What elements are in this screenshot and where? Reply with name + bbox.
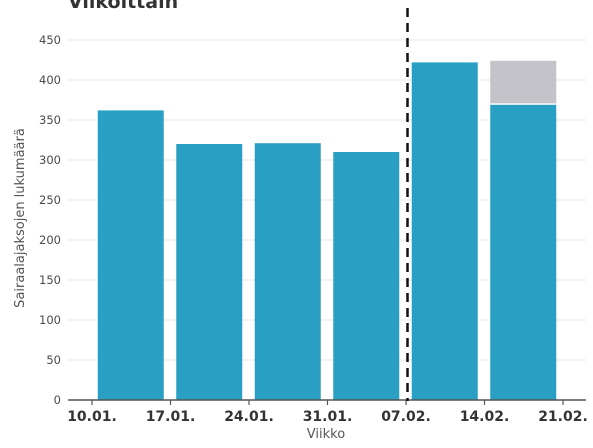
y-tick-label: 250 xyxy=(39,193,61,207)
x-tick-label: 24.01. xyxy=(224,409,274,425)
x-axis-label: Viikko xyxy=(307,427,345,442)
y-tick-label: 300 xyxy=(39,153,61,167)
y-axis-label: Sairaalajaksojen lukumäärä xyxy=(13,128,28,308)
bar-14.02.-s0 xyxy=(490,104,557,401)
y-tick-label: 350 xyxy=(39,113,61,127)
x-tick-label: 17.01. xyxy=(146,409,196,425)
axes: 0 50 100 150 200 250 300 350 400 450 10.01. 17.01. 2… xyxy=(39,33,588,425)
bar-14.02.-s1 xyxy=(490,60,557,104)
bar-31.01.-s0 xyxy=(333,152,400,400)
x-tick-label: 14.02. xyxy=(460,409,510,425)
bar-07.02.-s0 xyxy=(411,62,478,401)
x-tick-label: 31.01. xyxy=(303,409,353,425)
y-tick-label: 450 xyxy=(39,33,61,47)
bar-17.01.-s0 xyxy=(176,144,243,400)
y-tick-label: 50 xyxy=(46,353,61,367)
chart-title: Viikoittain xyxy=(68,0,179,13)
x-tick-label: 21.02. xyxy=(538,409,588,425)
x-tick-label: 10.01. xyxy=(67,409,117,425)
y-tick-label: 0 xyxy=(54,393,61,407)
y-tick-label: 400 xyxy=(39,73,61,87)
axis-labels: Viikko Sairaalajaksojen lukumäärä xyxy=(13,128,345,442)
bar-10.01.-s0 xyxy=(97,110,164,401)
x-tick-label: 07.02. xyxy=(381,409,431,425)
y-tick-label: 100 xyxy=(39,313,61,327)
bar-24.01.-s0 xyxy=(254,143,321,400)
y-tick-label: 150 xyxy=(39,273,61,287)
y-tick-label: 200 xyxy=(39,233,61,247)
bars xyxy=(97,60,557,401)
